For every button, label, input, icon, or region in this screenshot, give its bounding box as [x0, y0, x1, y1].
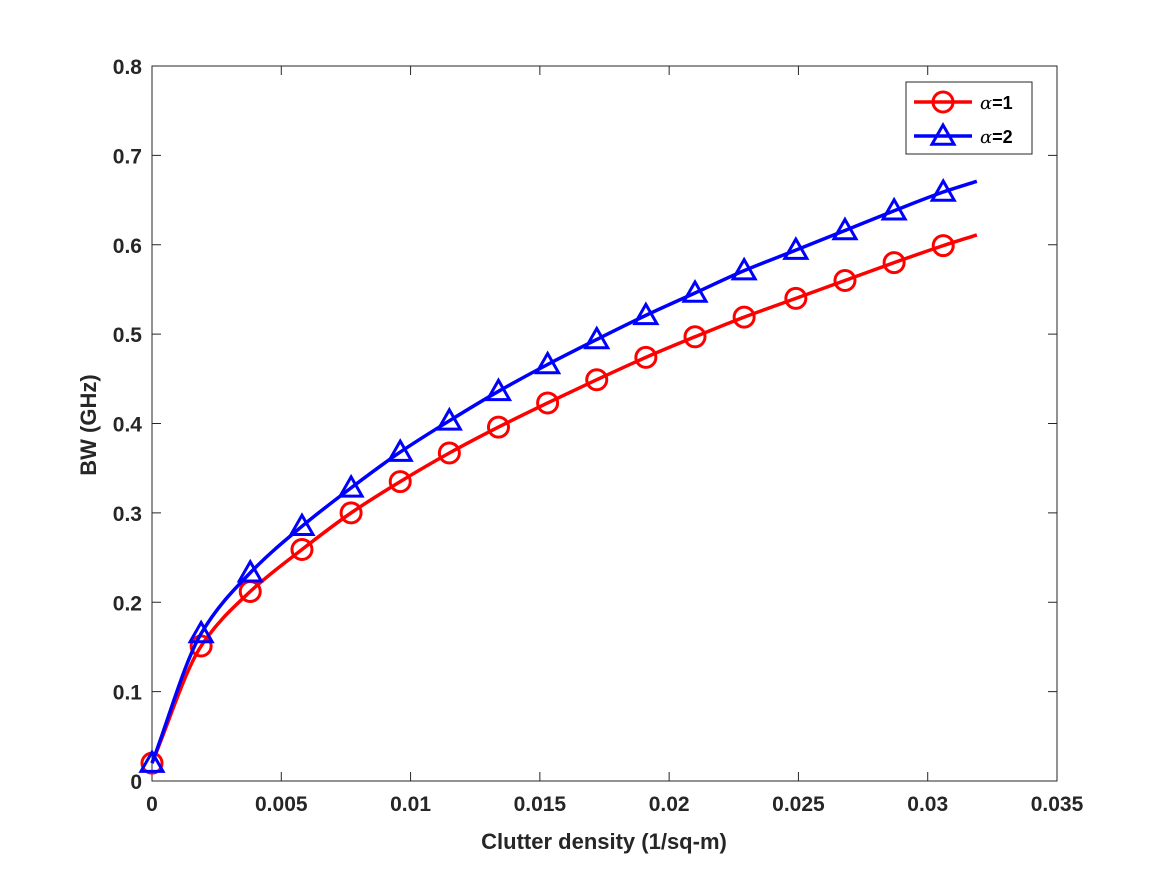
legend-suffix: =1 [992, 93, 1013, 113]
data-point-triangle [236, 558, 264, 583]
data-point-triangle [782, 236, 810, 260]
data-point-circle [882, 251, 906, 275]
x-tick-label: 0.025 [772, 793, 825, 816]
plot-area [151, 65, 1058, 782]
data-point-circle [486, 415, 510, 439]
legend-symbol: α [980, 93, 992, 114]
axis-tick-labels: 0 0.005 0.01 0.015 0.02 0.025 0.03 0.035 0 0.1 0.2… [113, 56, 1084, 816]
data-point-triangle [435, 406, 463, 431]
data-point-circle [683, 325, 707, 349]
y-tick-label: 0.2 [113, 592, 142, 615]
y-tick-label: 0.8 [113, 56, 143, 79]
axes-box [151, 65, 1058, 782]
data-point-circle [931, 234, 955, 258]
legend-marker-triangle [929, 121, 957, 146]
data-point-triangle [138, 749, 166, 773]
data-point-circle [339, 501, 363, 525]
x-tick-label: 0.01 [390, 793, 431, 816]
legend: α=1α=2 [905, 81, 1033, 155]
x-tick-label: 0.02 [649, 793, 690, 816]
y-tick-label: 0.5 [113, 324, 143, 347]
legend-item: α=1 [914, 90, 1013, 114]
data-point-triangle [632, 301, 660, 326]
y-tick-label: 0.4 [113, 414, 143, 437]
data-point-circle [784, 286, 808, 310]
data-point-triangle [337, 473, 365, 498]
x-tick-label: 0.035 [1031, 793, 1084, 816]
data-point-triangle [831, 216, 859, 241]
legend-symbol: α [980, 127, 992, 148]
x-tick-label: 0.015 [514, 793, 567, 816]
data-point-triangle [583, 325, 611, 350]
data-point-circle [388, 470, 412, 494]
data-point-circle [732, 305, 756, 329]
y-tick-label: 0.7 [113, 145, 142, 168]
y-tick-label: 0.6 [113, 235, 142, 258]
data-point-triangle [534, 350, 562, 375]
legend-box [905, 81, 1033, 155]
series-1 [140, 233, 978, 775]
data-point-circle [833, 269, 857, 292]
data-point-circle [585, 368, 609, 392]
data-point-triangle [288, 512, 316, 537]
data-point-triangle [880, 196, 908, 221]
y-axis-label: BW (GHz) [76, 374, 101, 475]
legend-item: α=2 [914, 121, 1013, 148]
plot-series [138, 177, 978, 775]
x-tick-label: 0 [146, 793, 158, 816]
series-2 [138, 177, 978, 773]
data-point-circle [634, 345, 658, 369]
x-tick-label: 0.005 [255, 793, 308, 816]
y-tick-label: 0 [130, 771, 142, 794]
y-tick-label: 0.1 [113, 682, 143, 705]
data-point-triangle [730, 256, 758, 281]
y-tick-label: 0.3 [113, 503, 142, 526]
legend-suffix: =2 [992, 127, 1013, 147]
legend-label: α=1 [980, 93, 1013, 114]
legend-label: α=2 [980, 127, 1013, 148]
data-point-triangle [187, 619, 215, 644]
series-line [150, 233, 978, 764]
x-tick-label: 0.03 [907, 793, 948, 816]
data-point-circle [536, 391, 560, 415]
data-point-triangle [681, 278, 709, 303]
data-point-triangle [386, 438, 414, 462]
data-point-triangle [484, 377, 513, 402]
x-axis-label: Clutter density (1/sq-m) [481, 829, 727, 854]
data-point-circle [437, 441, 461, 465]
axis-ticks [151, 65, 1058, 782]
data-point-triangle [929, 177, 957, 202]
data-point-circle [290, 538, 314, 562]
legend-marker-circle [931, 90, 955, 114]
